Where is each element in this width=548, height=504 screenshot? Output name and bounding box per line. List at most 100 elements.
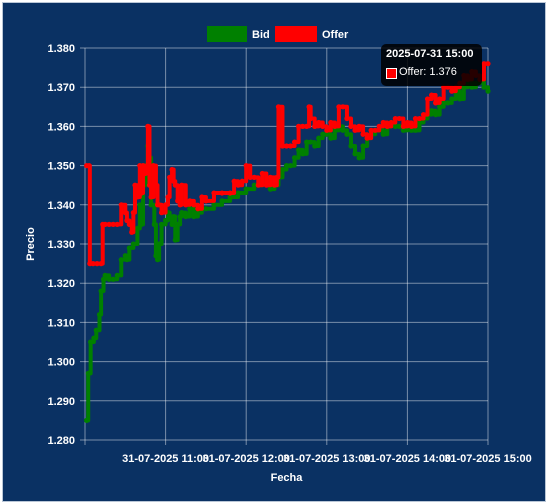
bid-data-point <box>93 327 99 333</box>
offer-data-point <box>102 221 108 227</box>
bid-data-point <box>344 131 350 137</box>
offer-data-point <box>134 194 140 200</box>
offer-data-point <box>211 190 217 196</box>
x-tick-label: 31-07-2025 13:00 <box>283 453 370 465</box>
bid-data-point <box>320 131 326 137</box>
bid-data-point <box>169 221 175 227</box>
offer-data-point <box>148 194 154 200</box>
bid-data-point <box>106 276 112 282</box>
offer-data-point <box>279 143 286 149</box>
bid-data-point <box>163 217 169 224</box>
bid-data-point <box>356 155 362 161</box>
offer-data-point <box>437 96 443 102</box>
bid-data-point <box>171 213 177 220</box>
offer-data-point <box>449 88 455 94</box>
bid-data-point <box>102 272 108 278</box>
x-axis-title: Fecha <box>271 472 304 484</box>
offer-data-point <box>132 182 138 188</box>
offer-data-point <box>138 190 145 196</box>
bid-data-point <box>138 221 145 227</box>
bid-data-point <box>153 253 159 259</box>
bid-data-point <box>485 88 491 94</box>
offer-data-point <box>146 182 153 188</box>
bid-data-point <box>408 127 415 133</box>
bid-data-point <box>84 417 90 423</box>
bid-data-point <box>449 96 455 102</box>
offer-data-point <box>175 198 181 204</box>
bid-data-point <box>85 370 91 376</box>
y-tick-label: 1.340 <box>47 200 75 212</box>
bid-data-point <box>134 225 140 231</box>
offer-data-point <box>316 119 322 126</box>
bid-data-point <box>291 155 298 161</box>
bid-data-point <box>203 206 209 212</box>
bid-data-point <box>295 147 302 153</box>
offer-data-point <box>283 143 290 149</box>
bid-data-point <box>316 135 322 141</box>
offer-data-point <box>110 221 116 227</box>
bid-data-point <box>267 186 273 192</box>
offer-data-point <box>142 170 149 177</box>
bid-data-point <box>110 276 116 282</box>
y-axis-title: Precio <box>25 227 37 261</box>
bid-data-point <box>148 202 154 208</box>
offer-data-point <box>187 198 193 204</box>
bid-data-point <box>328 135 334 141</box>
offer-data-point <box>145 123 151 129</box>
bid-data-point <box>243 186 249 192</box>
offer-data-point <box>328 119 334 126</box>
offer-data-point <box>352 127 358 133</box>
offer-data-point <box>169 166 175 173</box>
offer-data-point <box>364 135 370 141</box>
offer-data-point <box>380 119 386 126</box>
bid-data-point <box>100 276 107 282</box>
bid-data-point <box>312 143 318 149</box>
bid-data-point <box>283 163 290 169</box>
y-tick-label: 1.360 <box>47 121 75 133</box>
offer-data-point <box>388 119 394 126</box>
offer-data-point <box>420 112 427 118</box>
chart-tooltip: 2025-07-31 15:00 Offer: 1.376 <box>381 44 482 86</box>
bid-data-point <box>441 100 447 106</box>
offer-data-point <box>98 261 104 267</box>
bid-legend-swatch <box>207 26 247 42</box>
offer-data-point <box>408 123 415 129</box>
bid-data-point <box>352 151 358 157</box>
y-tick-label: 1.320 <box>47 278 75 290</box>
offer-data-point <box>376 123 382 129</box>
offer-data-point <box>271 182 278 188</box>
offer-data-point <box>336 104 342 110</box>
bid-data-point <box>445 100 451 106</box>
bid-data-point <box>130 241 136 247</box>
offer-data-point <box>291 139 298 145</box>
offer-data-point <box>275 104 282 110</box>
bid-data-point <box>481 84 487 90</box>
offer-data-point <box>231 178 237 184</box>
offer-data-point <box>165 194 171 200</box>
offer-data-point <box>118 202 124 208</box>
bid-data-point <box>187 206 193 212</box>
offer-data-point <box>150 163 157 169</box>
bid-data-point <box>122 253 128 259</box>
offer-data-point <box>183 202 189 208</box>
offer-data-point <box>251 174 257 180</box>
offer-data-point <box>167 174 173 180</box>
offer-data-point <box>86 163 92 169</box>
bid-data-point <box>137 202 143 208</box>
offer-data-point <box>416 115 423 122</box>
offer-data-point <box>360 131 366 137</box>
offer-data-point <box>172 182 178 188</box>
offer-data-point <box>199 194 205 200</box>
bid-data-point <box>175 221 181 227</box>
offer-data-point <box>106 221 112 227</box>
offer-data-point <box>158 210 165 216</box>
x-tick-label: 31-07-2025 11:00 <box>122 453 209 465</box>
bid-data-point <box>183 213 189 220</box>
offer-data-point <box>114 221 120 227</box>
offer-data-point <box>295 123 302 129</box>
tooltip-title: 2025-07-31 15:00 <box>386 48 474 60</box>
bid-data-point <box>348 143 354 149</box>
bid-data-point <box>211 202 217 208</box>
bid-data-point <box>158 221 165 227</box>
bid-data-point <box>126 245 132 251</box>
